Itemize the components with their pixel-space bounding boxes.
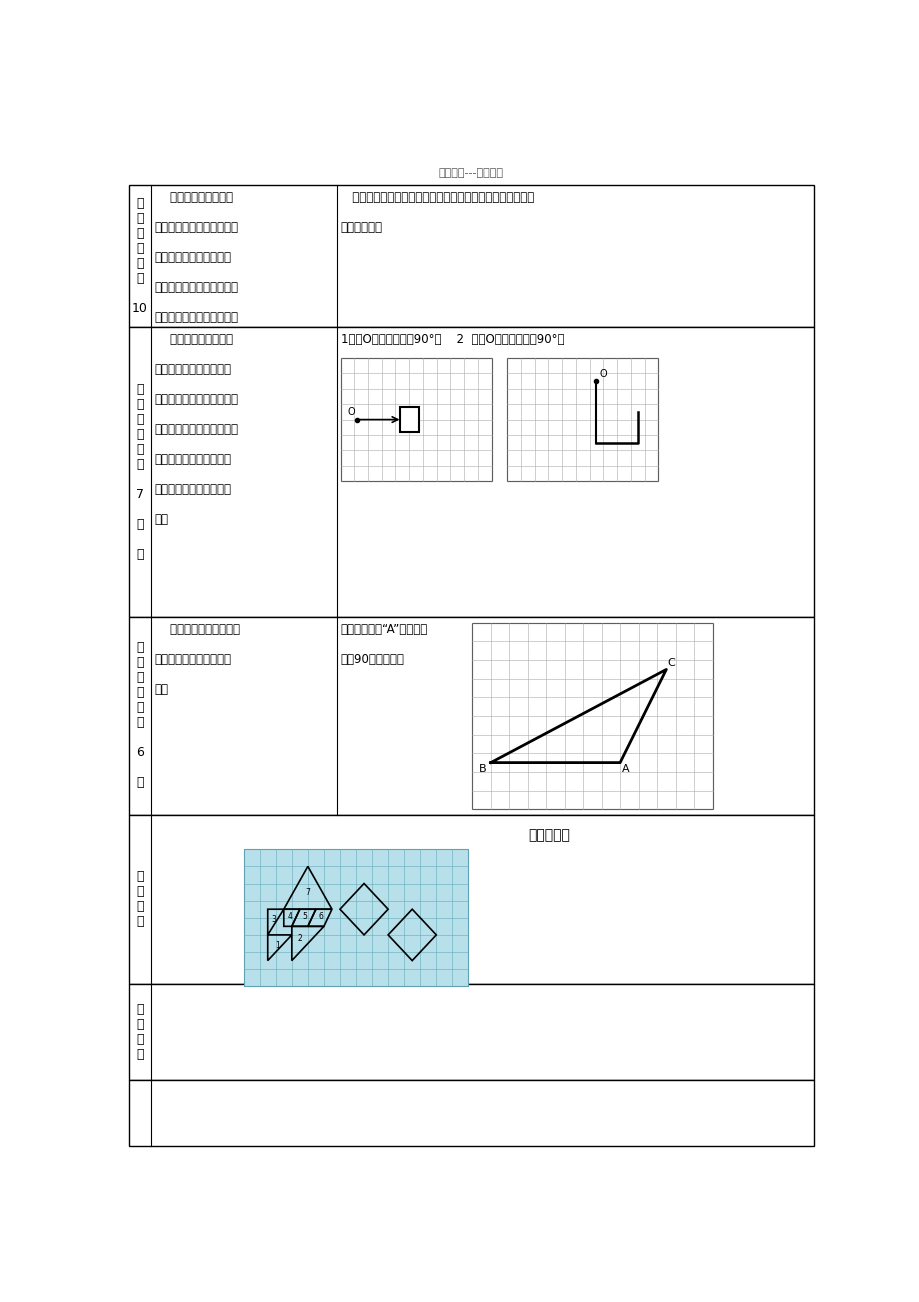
Text: 小组展示交流七巧板的每一块是怎样平移或旋转的，然后组

合成了鱼图。: 小组展示交流七巧板的每一块是怎样平移或旋转的，然后组 合成了鱼图。 [340, 191, 533, 234]
Bar [129, 327, 813, 617]
Text: 拓
展
延
伸
（
约

6

分: 拓 展 延 伸 （ 约 6 分 [136, 642, 143, 789]
Text: 达
标
检
测
（
约

7

分

钟: 达 标 检 测 （ 约 7 分 钟 [136, 383, 143, 561]
Text: 教师检查或小组自查，

发现问题教师课堂立即订

正。: 教师检查或小组自查， 发现问题教师课堂立即订 正。 [154, 622, 239, 695]
Bar [129, 617, 813, 815]
Text: 1: 1 [275, 940, 279, 949]
Text: 板
书
设
计: 板 书 设 计 [136, 870, 143, 928]
Text: 汇
报
展
示
（
约

10: 汇 报 展 示 （ 约 10 [131, 197, 148, 315]
Bar [129, 1081, 813, 1146]
Text: 7: 7 [305, 888, 310, 897]
Text: 图形的变换: 图形的变换 [528, 828, 569, 842]
Bar [399, 408, 418, 432]
Bar [129, 815, 813, 984]
Text: 2: 2 [297, 934, 301, 943]
Text: B: B [479, 764, 486, 775]
Text: O: O [599, 368, 607, 379]
Text: 5: 5 [301, 913, 307, 922]
Text: 课堂上老师尽量多让

学生汇报、展示学习情况，

共同解决学习过程中个人

或小组解决的问题，丰富学

习的方式和途径，丰富学习: 课堂上老师尽量多让 学生汇报、展示学习情况， 共同解决学习过程中个人 或小组解决… [154, 191, 238, 324]
Text: 课
后
反
思: 课 后 反 思 [136, 1003, 143, 1061]
Text: 4: 4 [288, 913, 292, 922]
Bar [129, 185, 813, 327]
Text: 一是学生小组内部或

小组间互相检查学生完成

情况，并作出评价。二是教

师对发现的学生中存在的共

性问题予以及时的点拨或

留待辅导时间予以专题讲

解。: 一是学生小组内部或 小组间互相检查学生完成 情况，并作出评价。二是教 师对发现的… [154, 333, 238, 526]
Text: O: O [347, 408, 355, 417]
Bar [340, 358, 491, 482]
Bar [244, 849, 468, 987]
Text: A: A [621, 764, 629, 775]
Text: 1、绕O点顺时针旋转90°。    2  、绕O点逆时针旋转90°。: 1、绕O点顺时针旋转90°。 2 、绕O点逆时针旋转90°。 [340, 333, 563, 346]
Bar [471, 622, 711, 810]
Bar [129, 984, 813, 1081]
Bar [506, 358, 658, 482]
Text: 3: 3 [271, 915, 277, 924]
Text: 画出三角形绕“A”点顺时针

旋转90后的图形。: 画出三角形绕“A”点顺时针 旋转90后的图形。 [340, 622, 427, 665]
Text: C: C [667, 658, 675, 668]
Text: 学习备备---教师下载: 学习备备---教师下载 [438, 168, 504, 178]
Text: 6: 6 [318, 913, 323, 922]
